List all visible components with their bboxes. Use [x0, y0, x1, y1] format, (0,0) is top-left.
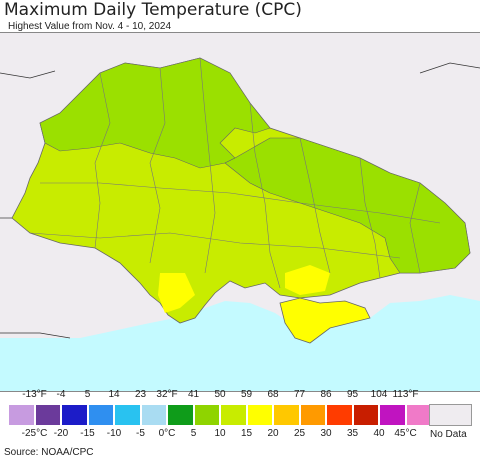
legend-label: 5	[190, 428, 197, 439]
legend-swatch	[299, 404, 326, 426]
legend-swatch	[326, 404, 353, 426]
map-title: Maximum Daily Temperature (CPC)	[4, 0, 302, 20]
legend-label: 77	[293, 389, 306, 400]
legend-swatch	[273, 404, 300, 426]
legend-label: 45°C	[394, 428, 417, 439]
legend-label: 59	[240, 389, 253, 400]
map-subtitle: Highest Value from Nov. 4 - 10, 2024	[8, 21, 172, 32]
neighbour-borders	[0, 62, 480, 339]
legend-label: 20	[267, 428, 279, 439]
no-data-label: No Data	[430, 429, 467, 440]
legend-label: -15	[80, 428, 95, 439]
region-kherson-yellow	[285, 265, 330, 295]
legend-swatch	[193, 404, 220, 426]
legend-swatch	[61, 404, 88, 426]
legend-label: 32°F	[156, 389, 178, 400]
legend-label: -13°F	[22, 389, 47, 400]
legend-swatch	[87, 404, 114, 426]
crimea	[279, 297, 371, 344]
legend-swatch	[246, 404, 273, 426]
legend-label: 10	[214, 428, 226, 439]
legend-label: 113°F	[392, 389, 419, 400]
legend-label: 30	[320, 428, 332, 439]
legend-label: 15	[240, 428, 253, 439]
legend-label: 86	[320, 389, 332, 400]
source-credit: Source: NOAA/CPC	[4, 447, 94, 458]
legend-fahrenheit-row: -13°F -4 5 14 23 32°F 41 50 59 68 77 86 95 104 113°F	[0, 389, 480, 403]
black-sea	[0, 295, 480, 391]
legend-label: -5	[136, 428, 145, 439]
legend-label: 0°C	[158, 428, 176, 439]
legend-label: 40	[373, 428, 385, 439]
legend-swatch	[140, 404, 167, 426]
legend-label: -4	[56, 389, 66, 400]
legend-swatch	[352, 404, 379, 426]
legend-label: 25	[293, 428, 306, 439]
legend-label: 50	[214, 389, 226, 400]
legend-label: -20	[53, 428, 69, 439]
legend-label: 41	[187, 389, 200, 400]
legend-label: -25°C	[21, 428, 48, 439]
no-data-swatch	[429, 404, 472, 426]
legend-label: 104	[370, 389, 388, 400]
legend-swatch	[220, 404, 247, 426]
legend-swatch	[8, 404, 35, 426]
legend-label: 95	[346, 389, 359, 400]
legend-label: 14	[108, 389, 120, 400]
legend-celsius-row: -25°C -20 -15 -10 -5 0°C 5 10 15 20 25 30 35 40 45°C	[0, 428, 480, 442]
legend-swatch	[114, 404, 141, 426]
legend-label: 23	[134, 389, 147, 400]
legend-label: -10	[106, 428, 122, 439]
legend-label: 68	[267, 389, 279, 400]
region-south-yellow	[158, 273, 195, 313]
region-north	[39, 57, 271, 169]
admin-boundaries	[29, 57, 441, 289]
legend-swatch	[379, 404, 406, 426]
legend-color-swatches	[8, 404, 432, 426]
temperature-map	[0, 32, 480, 392]
legend-label: 35	[346, 428, 359, 439]
legend-swatch	[34, 404, 61, 426]
legend-label: 5	[84, 389, 91, 400]
legend-swatch	[167, 404, 194, 426]
